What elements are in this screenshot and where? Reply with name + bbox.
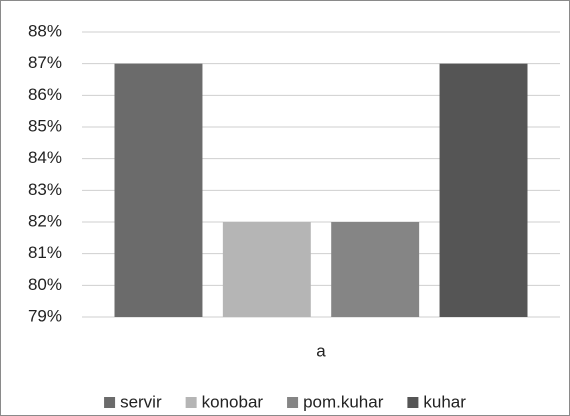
legend-swatch: [104, 397, 116, 408]
legend-swatch: [407, 397, 419, 408]
bar: [439, 63, 528, 317]
legend-label: konobar: [202, 392, 264, 411]
legend-label: pom.kuhar: [303, 392, 384, 411]
y-tick-label: 83%: [28, 180, 62, 199]
y-tick-label: 86%: [28, 85, 62, 104]
bar: [331, 222, 420, 317]
y-tick-label: 88%: [28, 21, 62, 40]
x-tick-label: a: [316, 341, 326, 360]
y-tick-label: 79%: [28, 306, 62, 325]
legend-label: kuhar: [423, 392, 466, 411]
y-tick-label: 87%: [28, 53, 62, 72]
y-tick-label: 84%: [28, 148, 62, 167]
bar: [222, 222, 311, 317]
legend-label: servir: [120, 392, 162, 411]
bar: [114, 63, 203, 317]
legend-swatch: [185, 397, 197, 408]
legend-swatch: [287, 397, 299, 408]
y-tick-label: 85%: [28, 116, 62, 135]
y-tick-label: 82%: [28, 211, 62, 230]
y-tick-label: 81%: [28, 243, 62, 262]
y-tick-label: 80%: [28, 275, 62, 294]
